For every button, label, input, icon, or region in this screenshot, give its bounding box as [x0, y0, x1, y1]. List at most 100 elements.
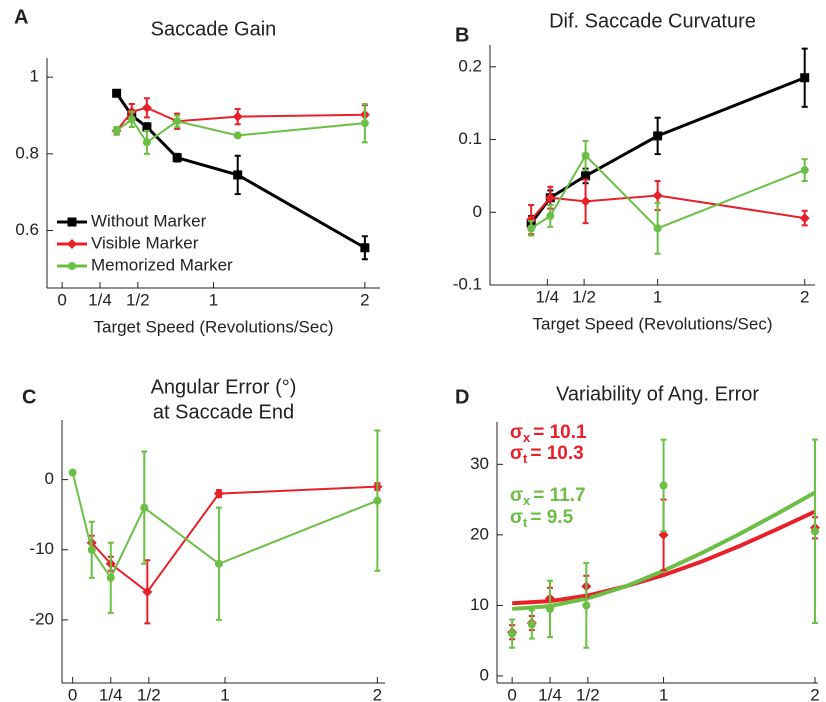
marker: [140, 503, 149, 512]
annotation: σt = 9.5: [510, 507, 574, 530]
marker: [800, 166, 809, 175]
y-tick-label: 0: [45, 469, 54, 488]
marker: [526, 214, 537, 225]
marker: [67, 239, 77, 249]
panel-letter: A: [14, 6, 28, 28]
y-tick-label: 10: [470, 595, 489, 614]
marker: [106, 573, 115, 582]
x-tick-label: 1/2: [572, 287, 596, 306]
annotation: σt = 10.3: [510, 443, 584, 466]
x-tick-label: 1/4: [536, 287, 560, 306]
x-tick-label: 2: [810, 685, 819, 702]
marker: [581, 171, 591, 181]
series-line: [529, 76, 806, 225]
y-tick-label: -10: [29, 539, 54, 558]
marker: [652, 190, 663, 201]
annotation-text: = 11.7: [533, 485, 585, 506]
y-tick-label: 0: [473, 202, 482, 221]
fit-curve: [512, 509, 816, 606]
x-tick-label: 1: [653, 287, 662, 306]
series-line: [530, 153, 806, 230]
x-tick-label: 2: [360, 290, 369, 309]
marker: [546, 211, 555, 220]
y-tick-label: 20: [470, 524, 489, 543]
x-tick-label: 2: [373, 685, 382, 702]
marker: [173, 117, 182, 126]
series-line: [115, 106, 365, 132]
x-axis-label: Target Speed (Revolutions/Sec): [532, 314, 772, 333]
x-tick-label: 1/2: [126, 290, 150, 309]
marker: [545, 604, 554, 613]
x-tick-label: 1/4: [99, 685, 123, 702]
annotation-symbol: σ: [510, 422, 523, 443]
marker: [527, 224, 536, 233]
marker: [141, 102, 152, 113]
marker: [142, 586, 153, 597]
marker: [360, 119, 369, 128]
annotation-subscript: x: [523, 493, 531, 508]
x-tick-label: 1: [220, 685, 229, 702]
series-line: [71, 472, 378, 580]
marker: [68, 262, 76, 270]
marker: [142, 138, 151, 147]
marker: [545, 192, 556, 203]
x-tick-label: 1/4: [538, 685, 562, 702]
x-tick-label: 1/2: [137, 685, 161, 702]
marker: [213, 488, 224, 499]
annotation: σx = 11.7: [510, 485, 586, 508]
y-tick-label: 0.6: [15, 220, 39, 239]
marker: [508, 629, 517, 638]
marker: [67, 217, 77, 227]
marker: [142, 122, 152, 132]
marker: [127, 115, 136, 124]
marker: [581, 151, 590, 160]
series-line: [530, 194, 805, 221]
y-tick-label: 0.2: [458, 56, 482, 75]
marker: [87, 545, 96, 554]
marker: [233, 131, 242, 140]
chart-title: Variability of Ang. Error: [556, 383, 759, 405]
legend-label: Visible Marker: [91, 233, 199, 252]
marker: [810, 527, 819, 536]
marker: [582, 601, 591, 610]
y-tick-label: 0: [480, 665, 489, 684]
marker: [232, 111, 243, 122]
series-line: [116, 117, 365, 144]
x-tick-label: 1/2: [576, 685, 600, 702]
marker: [653, 224, 662, 233]
marker: [800, 73, 810, 83]
annotation-symbol: σ: [510, 443, 523, 464]
annotation-subscript: t: [523, 451, 528, 466]
marker: [527, 620, 536, 629]
y-tick-label: -0.1: [453, 274, 482, 293]
marker: [580, 196, 591, 207]
annotation-symbol: σ: [510, 507, 523, 528]
annotation-subscript: t: [523, 515, 528, 530]
x-tick-label: 0: [68, 685, 77, 702]
y-tick-label: 0.1: [458, 129, 482, 148]
x-tick-label: 2: [800, 287, 809, 306]
annotation-text: = 9.5: [530, 507, 573, 528]
chart-title: Saccade Gain: [151, 18, 277, 40]
chart-title: Angular Error (°): [151, 376, 297, 398]
y-tick-label: 30: [470, 454, 489, 473]
panel-letter: D: [455, 386, 469, 408]
marker: [360, 243, 370, 253]
marker: [659, 481, 668, 490]
y-tick-label: 0.8: [15, 143, 39, 162]
marker: [233, 170, 243, 180]
x-tick-label: 0: [57, 290, 66, 309]
marker: [172, 153, 182, 163]
marker: [68, 468, 77, 477]
x-tick-label: 0: [507, 685, 516, 702]
marker: [214, 559, 223, 568]
x-axis-label: Target Speed (Revolutions/Sec): [93, 317, 333, 336]
x-tick-label: 1: [209, 290, 218, 309]
series-line: [90, 485, 378, 594]
annotation: σx = 10.1: [510, 422, 587, 445]
annotation-symbol: σ: [510, 485, 523, 506]
marker: [112, 88, 122, 98]
panel-letter: B: [455, 24, 469, 46]
legend-label: Without Marker: [91, 211, 207, 230]
